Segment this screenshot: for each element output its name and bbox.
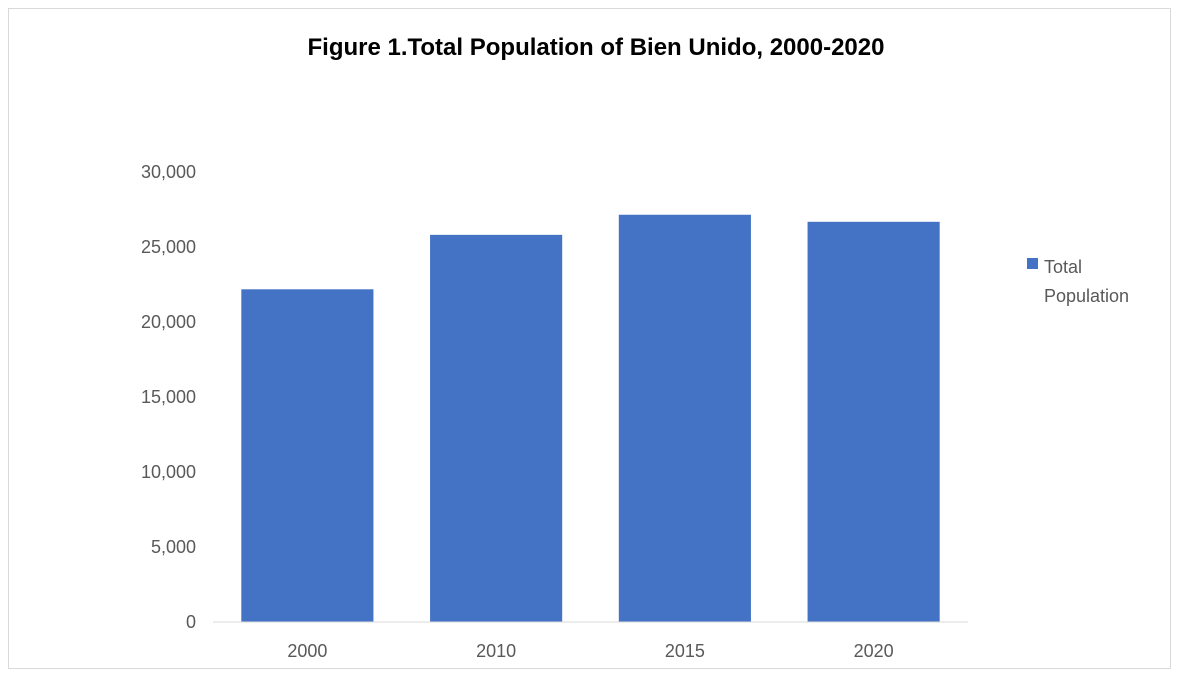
legend-swatch bbox=[1027, 258, 1038, 269]
x-axis-ticks: 2000 2010 2015 2020 bbox=[287, 641, 893, 661]
y-tick-label: 30,000 bbox=[141, 162, 196, 182]
bars bbox=[241, 214, 940, 623]
y-axis-ticks: 0 5,000 10,000 15,000 20,000 25,000 30,000 bbox=[141, 162, 196, 632]
y-tick-label: 0 bbox=[186, 612, 196, 632]
bar-2020 bbox=[807, 221, 940, 623]
y-tick-label: 20,000 bbox=[141, 312, 196, 332]
x-tick-label: 2000 bbox=[287, 641, 327, 661]
y-tick-label: 5,000 bbox=[151, 537, 196, 557]
x-tick-label: 2020 bbox=[854, 641, 894, 661]
bar-2010 bbox=[430, 234, 563, 622]
y-tick-label: 15,000 bbox=[141, 387, 196, 407]
chart-frame bbox=[8, 8, 1171, 669]
legend: Total Population bbox=[1027, 257, 1129, 306]
x-tick-label: 2015 bbox=[665, 641, 705, 661]
legend-label-line-2: Population bbox=[1044, 286, 1129, 306]
chart-title: Figure 1.Total Population of Bien Unido,… bbox=[308, 34, 885, 61]
x-tick-label: 2010 bbox=[476, 641, 516, 661]
bar-2015 bbox=[618, 214, 751, 622]
y-tick-label: 25,000 bbox=[141, 237, 196, 257]
legend-label-line-1: Total bbox=[1044, 257, 1082, 277]
y-tick-label: 10,000 bbox=[141, 462, 196, 482]
bar-2000 bbox=[241, 289, 374, 622]
